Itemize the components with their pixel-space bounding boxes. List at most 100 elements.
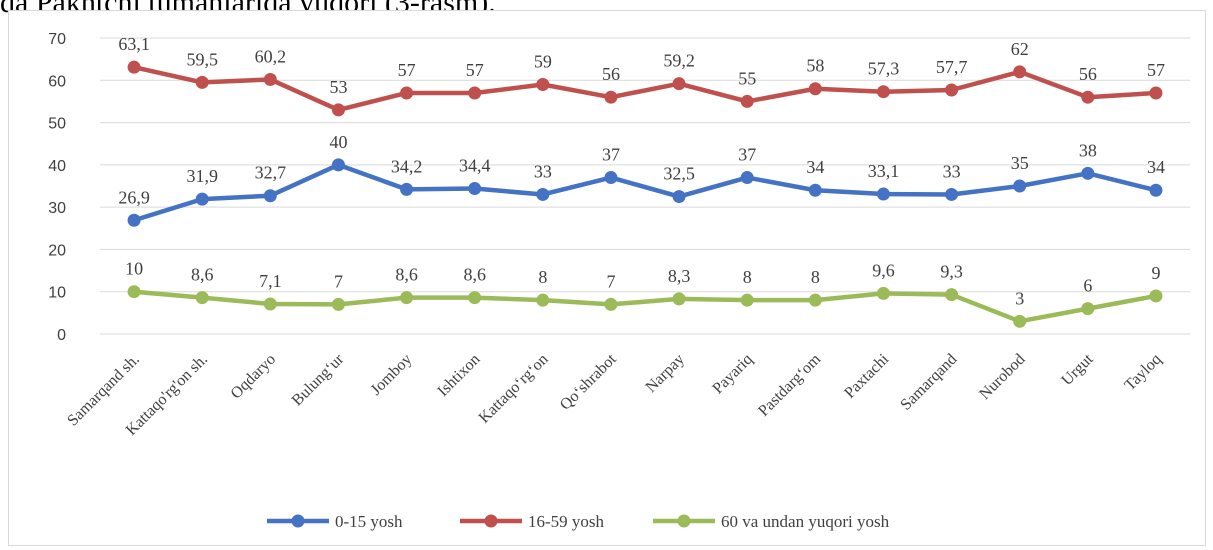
- y-tick-label-70: 70: [48, 31, 66, 48]
- data-point-s1-8: [672, 77, 686, 91]
- data-point-s0-10: [808, 183, 822, 197]
- legend-label-1: 16-59 yosh: [528, 512, 605, 531]
- data-point-s2-4: [400, 291, 414, 305]
- data-point-s1-6: [536, 78, 550, 92]
- data-label-s1-5: 57: [466, 60, 484, 80]
- data-label-s1-3: 53: [329, 77, 347, 97]
- x-tick-label-15: Tayloq: [1121, 351, 1164, 394]
- data-point-s2-15: [1149, 289, 1163, 303]
- data-label-s2-5: 8,6: [463, 265, 486, 285]
- data-point-s2-7: [604, 297, 618, 311]
- data-point-s1-11: [876, 85, 890, 99]
- data-point-s2-5: [468, 291, 482, 305]
- data-point-s2-10: [808, 293, 822, 307]
- data-label-s2-15: 9: [1151, 263, 1160, 283]
- x-tick-label-13: Nurobod: [976, 351, 1028, 403]
- data-label-s1-13: 62: [1011, 39, 1029, 59]
- legend-marker-1: [484, 514, 498, 528]
- data-point-s2-6: [536, 293, 550, 307]
- data-label-s0-15: 34: [1147, 157, 1165, 177]
- data-label-s2-8: 8,3: [668, 266, 691, 286]
- data-label-s1-10: 58: [806, 56, 824, 76]
- data-point-s0-13: [1013, 179, 1027, 193]
- series-line-2: [131, 289, 1159, 324]
- data-label-s1-9: 55: [738, 68, 756, 88]
- legend-marker-0: [291, 514, 305, 528]
- x-tick-label-10: Pastdarg‘om: [755, 350, 824, 419]
- data-point-s1-12: [945, 83, 959, 97]
- legend-label-2: 60 va undan yuqori yosh: [721, 512, 890, 531]
- data-label-s0-13: 35: [1011, 153, 1029, 173]
- series-line-0: [131, 162, 1159, 223]
- data-point-s1-9: [740, 94, 754, 108]
- data-point-s0-12: [945, 187, 959, 201]
- data-point-s0-11: [876, 187, 890, 201]
- data-point-s2-0: [127, 285, 141, 299]
- data-label-s1-8: 59,2: [663, 51, 695, 71]
- data-label-s2-9: 8: [743, 267, 752, 287]
- x-tick-label-5: Ishtixon: [434, 351, 483, 400]
- data-label-s0-1: 31,9: [186, 166, 218, 186]
- x-tick-label-14: Urgut: [1058, 350, 1097, 389]
- data-label-s0-9: 37: [738, 145, 756, 165]
- data-label-s2-0: 10: [125, 259, 143, 279]
- data-point-s1-13: [1013, 65, 1027, 79]
- data-label-s2-13: 3: [1015, 288, 1024, 308]
- data-point-s2-8: [672, 292, 686, 306]
- y-tick-label-10: 10: [48, 285, 66, 302]
- data-point-s0-4: [400, 182, 414, 196]
- data-point-s2-9: [740, 293, 754, 307]
- data-label-s2-10: 8: [811, 267, 820, 287]
- x-tick-label-12: Samarqand: [897, 351, 960, 414]
- data-label-s2-1: 8,6: [191, 265, 214, 285]
- data-label-s0-5: 34,4: [459, 156, 491, 176]
- data-label-s2-2: 7,1: [259, 271, 282, 291]
- data-label-s0-12: 33: [943, 161, 961, 181]
- series-line-1: [131, 64, 1159, 113]
- data-label-s1-6: 59: [534, 52, 552, 72]
- data-label-s0-4: 34,2: [391, 156, 423, 176]
- data-point-s2-13: [1013, 314, 1027, 328]
- data-point-s2-12: [945, 288, 959, 302]
- x-tick-label-11: Paxtachi: [841, 350, 892, 401]
- data-label-s2-6: 8: [538, 267, 547, 287]
- data-label-s0-8: 32,5: [663, 164, 695, 184]
- y-tick-label-40: 40: [48, 158, 66, 175]
- data-point-s2-2: [263, 297, 277, 311]
- data-point-s1-14: [1081, 90, 1095, 104]
- x-tick-label-8: Narpay: [643, 351, 688, 396]
- x-tick-label-4: Jomboy: [368, 351, 416, 399]
- data-point-s0-9: [740, 171, 754, 185]
- data-point-s1-3: [331, 103, 345, 117]
- data-point-s2-14: [1081, 302, 1095, 316]
- y-tick-label-20: 20: [48, 242, 66, 259]
- data-label-s1-0: 63,1: [118, 34, 150, 54]
- data-point-s0-7: [604, 171, 618, 185]
- y-tick-label-60: 60: [48, 73, 66, 90]
- data-label-s2-14: 6: [1083, 276, 1092, 296]
- data-label-s2-12: 9,3: [940, 262, 963, 282]
- data-point-s0-15: [1149, 183, 1163, 197]
- data-point-s0-2: [263, 189, 277, 203]
- data-label-s0-14: 38: [1079, 140, 1097, 160]
- x-tick-label-6: Kattaqo‘rg‘on: [476, 351, 552, 427]
- data-label-s1-15: 57: [1147, 60, 1165, 80]
- chart-frame: [8, 10, 1206, 546]
- data-point-s1-7: [604, 90, 618, 104]
- data-label-s1-2: 60,2: [255, 46, 287, 66]
- data-label-s1-4: 57: [398, 60, 416, 80]
- legend-label-0: 0-15 yosh: [335, 512, 403, 531]
- data-point-s1-15: [1149, 86, 1163, 100]
- data-point-s0-3: [331, 158, 345, 172]
- data-label-s0-2: 32,7: [255, 163, 287, 183]
- data-point-s1-1: [195, 75, 209, 89]
- data-point-s0-14: [1081, 166, 1095, 180]
- data-point-s2-11: [876, 286, 890, 300]
- data-label-s0-6: 33: [534, 161, 552, 181]
- data-label-s0-11: 33,1: [868, 161, 900, 181]
- data-label-s2-7: 7: [606, 271, 615, 291]
- data-label-s0-7: 37: [602, 145, 620, 165]
- y-tick-label-0: 0: [57, 327, 66, 344]
- data-label-s0-10: 34: [806, 157, 824, 177]
